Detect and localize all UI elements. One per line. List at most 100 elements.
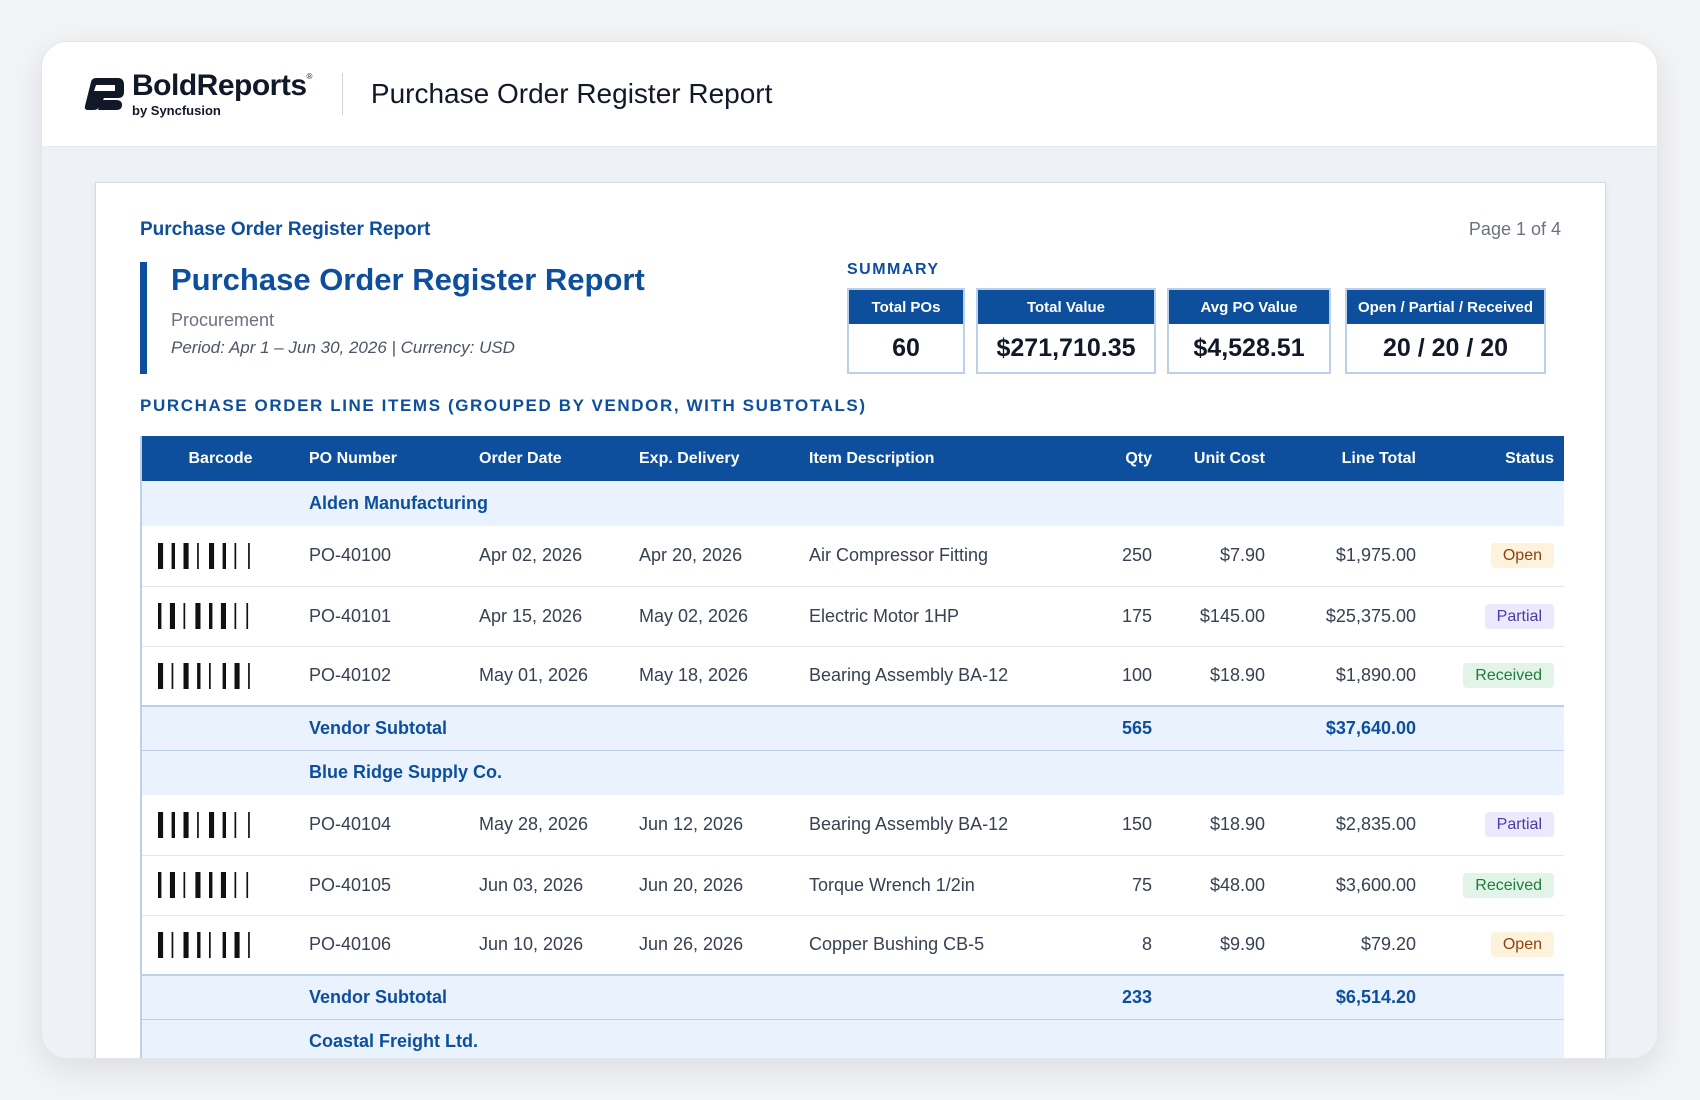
- unit-cost-cell: $7.90: [1219, 545, 1265, 566]
- subtotal-qty: 565: [1121, 717, 1152, 738]
- kpi-value: $271,710.35: [996, 333, 1136, 362]
- status-cell: Open: [1426, 526, 1564, 586]
- vendor-subtotal-row: Vendor Subtotal 565 $37,640.00: [142, 706, 1564, 750]
- kpi-avg-po-value: Avg PO Value $4,528.51: [1167, 288, 1331, 374]
- title-block: Purchase Order Register Report Procureme…: [140, 262, 760, 374]
- item-description-cell: Torque Wrench 1/2in: [809, 874, 975, 895]
- status-badge: Received: [1463, 663, 1554, 689]
- barcode-cell: [142, 855, 299, 915]
- status-badge: Open: [1490, 543, 1554, 569]
- po-number-cell: PO-40101: [309, 605, 392, 626]
- unit-cost-cell: $18.90: [1209, 814, 1265, 835]
- table-row[interactable]: PO-40106 Jun 10, 2026 Jun 26, 2026 Coppe…: [142, 915, 1564, 975]
- item-description-cell: Bearing Assembly BA-12: [809, 814, 1009, 835]
- status-badge: Partial: [1484, 603, 1554, 629]
- item-description-cell: Bearing Assembly BA-12: [809, 665, 1009, 686]
- line-total-cell: $79.20: [1360, 934, 1416, 955]
- report-viewer-canvas[interactable]: Purchase Order Register Report Page 1 of…: [42, 147, 1657, 1058]
- item-description-cell: Air Compressor Fitting: [809, 545, 989, 566]
- po-number-cell: PO-40104: [309, 814, 392, 835]
- bold-reports-logo-icon: [84, 78, 124, 110]
- po-number-cell: PO-40105: [309, 874, 392, 895]
- status-badge: Open: [1490, 932, 1554, 958]
- po-number-cell: PO-40100: [309, 545, 392, 566]
- po-number-cell: PO-40102: [309, 665, 392, 686]
- line-total-cell: $25,375.00: [1325, 605, 1416, 626]
- page-number: Page 1 of 4: [1468, 219, 1561, 239]
- barcode-icon: [158, 542, 250, 569]
- column-header-po-number[interactable]: PO Number: [309, 449, 398, 467]
- bold-reports-logo: BoldReports® by Syncfusion: [82, 71, 312, 117]
- order-date-cell: Apr 02, 2026: [479, 545, 583, 566]
- qty-cell: 150: [1121, 814, 1152, 835]
- column-header-unit-cost[interactable]: Unit Cost: [1193, 449, 1265, 467]
- kpi-label: Total Value: [978, 290, 1154, 324]
- report-page: Purchase Order Register Report Page 1 of…: [95, 182, 1606, 1058]
- table-row[interactable]: PO-40105 Jun 03, 2026 Jun 20, 2026 Torqu…: [142, 855, 1564, 915]
- qty-cell: 75: [1131, 874, 1152, 895]
- kpi-total-value: Total Value $271,710.35: [976, 288, 1156, 374]
- vendor-name: Coastal Freight Ltd.: [309, 1031, 479, 1052]
- subtotal-label: Vendor Subtotal: [309, 717, 448, 738]
- barcode-cell: [142, 646, 299, 706]
- kpi-value: $4,528.51: [1193, 333, 1305, 362]
- table-row[interactable]: PO-40104 May 28, 2026 Jun 12, 2026 Beari…: [142, 795, 1564, 855]
- barcode-cell: [142, 526, 299, 586]
- po-number-cell: PO-40106: [309, 934, 392, 955]
- line-total-cell: $3,600.00: [1335, 874, 1416, 895]
- table-row[interactable]: PO-40102 May 01, 2026 May 18, 2026 Beari…: [142, 646, 1564, 706]
- unit-cost-cell: $9.90: [1219, 934, 1265, 955]
- status-cell: Received: [1426, 855, 1564, 915]
- report-period: Period: Apr 1 – Jun 30, 2026 | Currency:…: [171, 338, 515, 357]
- subtotal-line-total: $37,640.00: [1325, 717, 1416, 738]
- status-cell: Partial: [1426, 586, 1564, 646]
- unit-cost-cell: $18.90: [1209, 665, 1265, 686]
- barcode-icon: [158, 603, 249, 629]
- column-header-exp-delivery[interactable]: Exp. Delivery: [639, 449, 740, 467]
- qty-cell: 8: [1141, 934, 1152, 955]
- kpi-label: Avg PO Value: [1169, 290, 1329, 324]
- status-cell: Received: [1426, 646, 1564, 706]
- barcode-cell: [142, 586, 299, 646]
- item-description-cell: Copper Bushing CB-5: [809, 934, 985, 955]
- po-line-items-table: Barcode PO Number Order Date Exp. Delive…: [140, 436, 1564, 1058]
- section-title: PURCHASE ORDER LINE ITEMS (GROUPED BY VE…: [140, 396, 867, 415]
- exp-delivery-cell: Apr 20, 2026: [639, 545, 743, 566]
- subtotal-label: Vendor Subtotal: [309, 986, 448, 1007]
- column-header-barcode[interactable]: Barcode: [188, 449, 253, 467]
- logo-name: BoldReports®: [132, 69, 312, 102]
- table-row[interactable]: PO-40101 Apr 15, 2026 May 02, 2026 Elect…: [142, 586, 1564, 646]
- order-date-cell: May 28, 2026: [479, 814, 589, 835]
- barcode-icon: [158, 662, 250, 689]
- qty-cell: 175: [1121, 605, 1152, 626]
- column-header-order-date[interactable]: Order Date: [479, 449, 562, 467]
- line-total-cell: $2,835.00: [1335, 814, 1416, 835]
- column-header-line-total[interactable]: Line Total: [1341, 449, 1416, 467]
- vendor-group-row: Blue Ridge Supply Co.: [142, 750, 1564, 795]
- unit-cost-cell: $48.00: [1209, 874, 1265, 895]
- column-header-qty[interactable]: Qty: [1125, 449, 1152, 467]
- kpi-value: 20 / 20 / 20: [1382, 333, 1509, 362]
- item-description-cell: Electric Motor 1HP: [809, 605, 960, 626]
- table-header-row: Barcode PO Number Order Date Exp. Delive…: [142, 436, 1564, 481]
- order-date-cell: Apr 15, 2026: [479, 605, 583, 626]
- kpi-total-pos: Total POs 60: [847, 288, 965, 374]
- order-date-cell: Jun 10, 2026: [479, 934, 584, 955]
- exp-delivery-cell: May 02, 2026: [639, 605, 749, 626]
- summary-label: SUMMARY: [847, 261, 940, 278]
- status-cell: Partial: [1426, 795, 1564, 855]
- line-total-cell: $1,975.00: [1335, 545, 1416, 566]
- app-window: BoldReports® by Syncfusion Purchase Orde…: [41, 41, 1658, 1059]
- subtotal-line-total: $6,514.20: [1335, 986, 1416, 1007]
- barcode-cell: [142, 795, 299, 855]
- table-row[interactable]: PO-40100 Apr 02, 2026 Apr 20, 2026 Air C…: [142, 526, 1564, 586]
- report-department: Procurement: [171, 310, 275, 330]
- status-badge: Partial: [1484, 812, 1554, 838]
- column-header-status[interactable]: Status: [1505, 449, 1554, 467]
- exp-delivery-cell: Jun 26, 2026: [639, 934, 744, 955]
- column-header-item-description[interactable]: Item Description: [809, 449, 935, 467]
- app-header: BoldReports® by Syncfusion Purchase Orde…: [42, 42, 1657, 147]
- exp-delivery-cell: Jun 12, 2026: [639, 814, 744, 835]
- kpi-value: 60: [892, 333, 920, 362]
- kpi-label: Total POs: [849, 290, 963, 324]
